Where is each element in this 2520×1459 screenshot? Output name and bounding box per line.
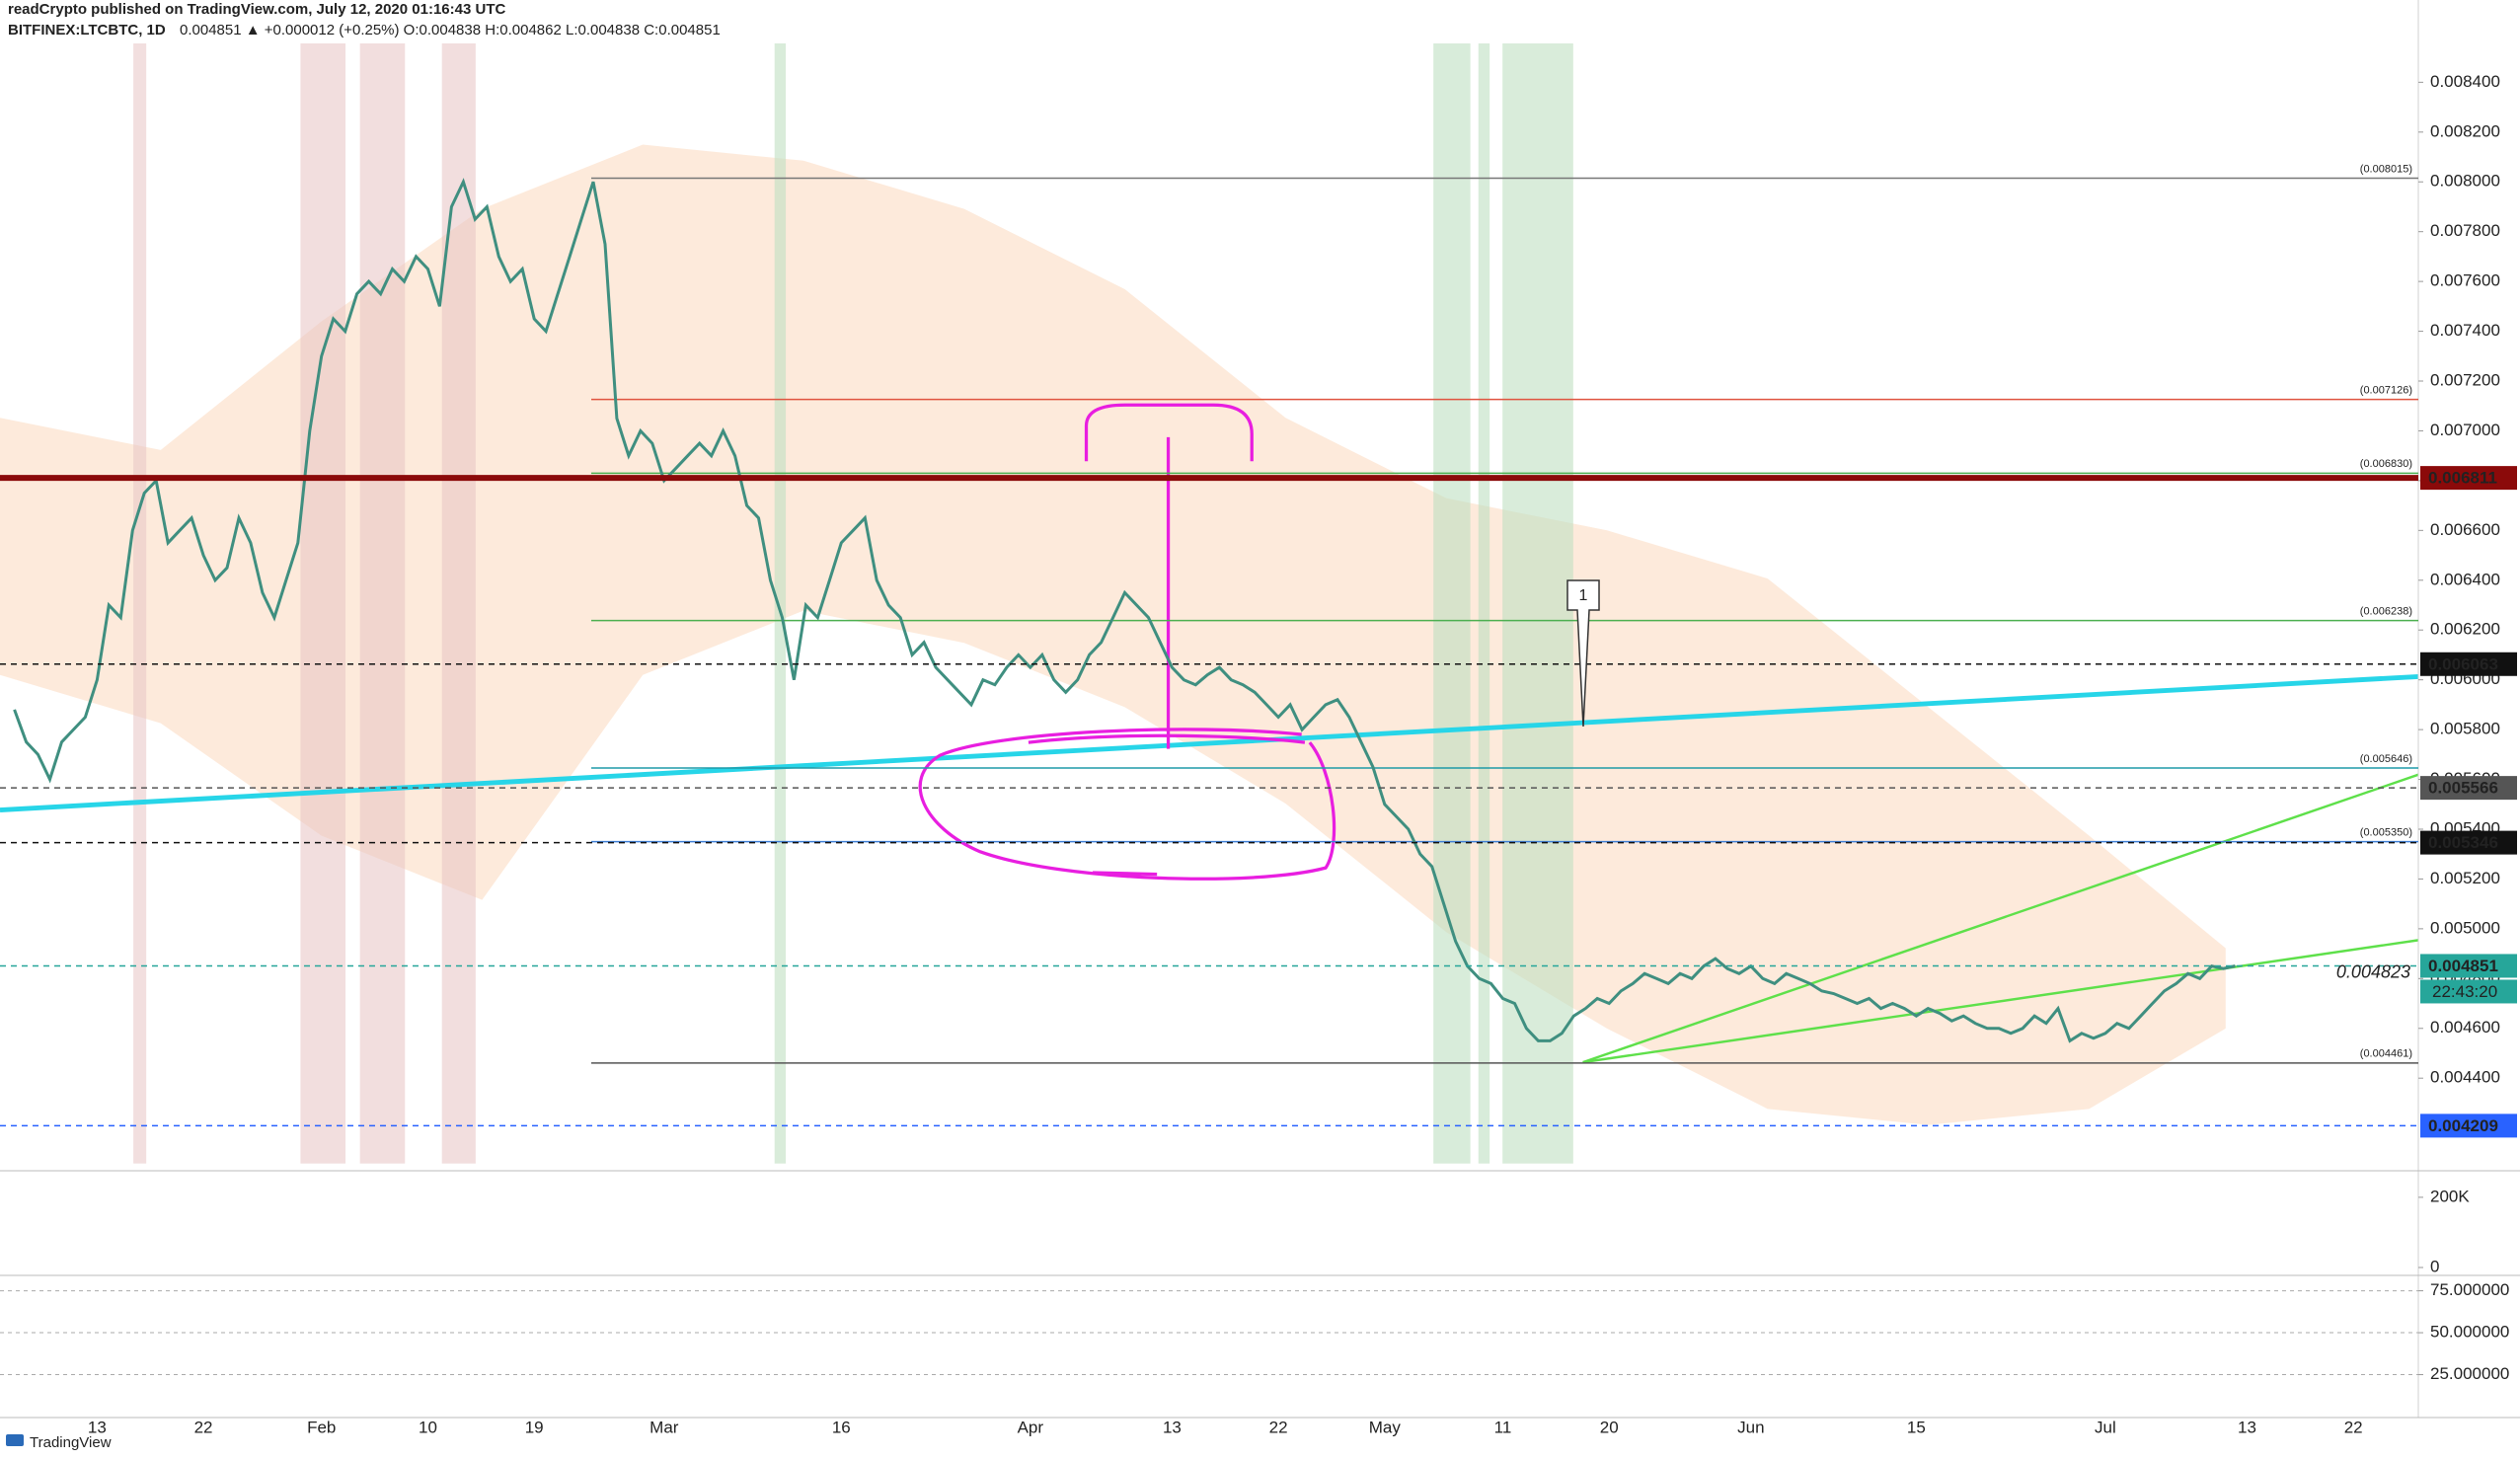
price-tag-label: 0.006811 [2428,469,2497,488]
y-tick-label: 0.004400 [2430,1068,2500,1087]
x-tick-label: 22 [2344,1418,2363,1436]
price-note: 0.004823 [2336,961,2410,981]
price-tag-label: 0.005346 [2428,833,2498,852]
price-tag [2420,652,2517,676]
x-tick-label: Feb [307,1418,336,1436]
x-tick-label: Jun [1737,1418,1764,1436]
y-tick-label: 0 [2430,1257,2439,1275]
y-tick-label: 0.007200 [2430,370,2500,389]
callout-label: 1 [1579,587,1588,604]
y-tick-label: 0.008000 [2430,172,2500,191]
x-tick-label: May [1369,1418,1402,1436]
x-tick-label: 16 [832,1418,851,1436]
level-label: (0.004461) [2360,1048,2412,1060]
x-tick-label: 20 [1600,1418,1619,1436]
y-tick-label: 25.000000 [2430,1364,2509,1383]
y-tick-label: 0.004600 [2430,1018,2500,1037]
y-tick-label: 0.006600 [2430,520,2500,539]
trend-line [1582,773,2419,1064]
x-tick-label: Jul [2095,1418,2116,1436]
bracket-drawing [1084,403,1254,462]
level-label: (0.005646) [2360,753,2412,765]
price-tag [2420,954,2517,978]
level-label: (0.007126) [2360,385,2412,397]
x-tick-label: 10 [419,1418,437,1436]
x-tick-label: Mar [649,1418,679,1436]
level-label: (0.008015) [2360,163,2412,175]
x-tick-label: 19 [525,1418,544,1436]
price-tag [2420,466,2517,491]
price-tag [2420,776,2517,801]
trend-line [1582,939,2419,1064]
price-tag [2420,1113,2517,1138]
brand: TradingView [30,1434,112,1451]
x-tick-label: 11 [1494,1418,1512,1436]
price-tag-label: 0.004851 [2428,957,2498,975]
level-label: (0.006238) [2360,606,2412,618]
publisher-line: readCrypto published on TradingView.com,… [8,1,505,18]
red-bands [133,42,476,1164]
callout-box [1566,579,1600,728]
y-tick-label: 200K [2430,1187,2470,1205]
y-tick-label: 0.005000 [2430,918,2500,937]
close-line [13,178,2236,1043]
y-tick-label: 0.007800 [2430,221,2500,240]
price-tag-label: 0.005566 [2428,779,2498,798]
quote: 0.004851 ▲ +0.000012 (+0.25%) O:0.004838… [180,22,721,38]
x-tick-label: 15 [1907,1418,1926,1436]
y-tick-label: 0.008400 [2430,72,2500,91]
y-tick-label: 0.006400 [2430,570,2500,588]
x-tick-label: 13 [88,1418,107,1436]
logo [6,1434,24,1446]
x-tick-label: 22 [1269,1418,1288,1436]
price-tag-label: 0.006063 [2428,654,2498,673]
y-tick-label: 0.007400 [2430,321,2500,340]
y-tick-label: 75.000000 [2430,1280,2509,1299]
x-tick-label: 13 [1163,1418,1182,1436]
price-tag-label: 0.004209 [2428,1116,2498,1135]
circle-drawing [918,728,1336,881]
drawings [0,42,2419,1164]
level-label: (0.005350) [2360,827,2412,839]
cloud [0,144,2226,1125]
x-tick-label: Apr [1018,1418,1044,1436]
green-bands [774,42,1573,1164]
y-tick-label: 0.007600 [2430,271,2500,290]
y-tick-label: 0.008200 [2430,121,2500,140]
x-tick-label: 22 [194,1418,213,1436]
symbol: BITFINEX:LTCBTC, 1D [8,22,166,38]
y-tick-label: 0.007000 [2430,421,2500,439]
x-tick-label: 13 [2238,1418,2256,1436]
countdown: 22:43:20 [2432,982,2497,1001]
y-tick-label: 50.000000 [2430,1323,2509,1342]
y-tick-label: 0.006200 [2430,620,2500,639]
y-tick-label: 0.005200 [2430,869,2500,887]
price-tag [2420,830,2517,855]
y-tick-label: 0.005800 [2430,720,2500,738]
level-label: (0.006830) [2360,458,2412,470]
countdown-tag [2420,979,2517,1004]
